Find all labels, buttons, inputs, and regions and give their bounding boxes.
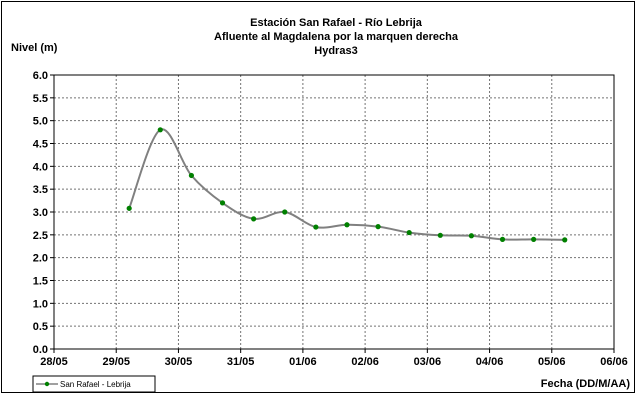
legend-box: [32, 375, 156, 393]
legend: San Rafael - Lebrija: [32, 375, 156, 393]
x-tick-label: 29/05: [102, 356, 130, 368]
y-tick-label: 0.0: [33, 344, 48, 356]
data-point: [157, 127, 163, 133]
y-tick-label: 3.5: [33, 184, 48, 196]
x-tick-label: 31/05: [227, 356, 255, 368]
x-tick-label: 03/06: [414, 356, 442, 368]
y-tick-label: 4.5: [33, 139, 48, 151]
x-tick-label: 06/06: [600, 356, 628, 368]
legend-swatch-marker: [44, 381, 50, 387]
x-tick-label: 05/06: [538, 356, 566, 368]
y-axis-label: Nivel (m): [11, 42, 58, 54]
data-point: [562, 237, 568, 243]
y-tick-label: 5.0: [33, 116, 48, 128]
data-point: [188, 172, 195, 179]
data-point: [406, 229, 412, 236]
data-point: [531, 236, 537, 242]
legend-label: San Rafael - Lebrija: [60, 380, 131, 389]
data-point: [437, 232, 443, 238]
x-tick-label: 28/05: [40, 356, 68, 368]
x-tick-label: 30/05: [165, 356, 193, 368]
grid: [54, 74, 615, 349]
y-tick-label: 1.5: [33, 276, 48, 288]
y-tick-label: 2.0: [33, 253, 48, 265]
x-tick-label: 01/06: [289, 356, 317, 368]
data-point: [499, 236, 506, 242]
data-point: [282, 209, 288, 215]
y-tick-label: 6.0: [33, 70, 48, 82]
data-point: [468, 233, 475, 239]
data-point: [251, 216, 257, 222]
data-point: [344, 222, 350, 228]
y-tick-label: 5.5: [33, 93, 48, 105]
chart-title: Estación San Rafael - Río Lebrija Afluen…: [214, 17, 459, 57]
x-axis-label: Fecha (DD/M/AA): [541, 378, 631, 390]
x-tick-label: 04/06: [476, 356, 504, 368]
data-point: [219, 200, 226, 206]
y-axis-ticks: 0.0 0.5 1.0 1.5 2.0 2.5 3.0 3.5 4.0 4.5 5.0 5.5 6.0: [33, 70, 54, 356]
chart-title-line-3: Hydras3: [314, 45, 357, 57]
data-point: [313, 224, 319, 230]
chart-title-line-1: Estación San Rafael - Río Lebrija: [250, 17, 423, 29]
data-point: [375, 224, 381, 230]
y-tick-label: 3.0: [33, 207, 48, 219]
x-tick-label: 02/06: [351, 356, 379, 368]
y-tick-label: 0.5: [33, 321, 48, 333]
series-san-rafael: [126, 127, 568, 243]
y-tick-label: 2.5: [33, 230, 48, 242]
y-tick-label: 1.0: [33, 298, 48, 310]
y-tick-label: 4.0: [33, 161, 48, 173]
plot-area: [53, 74, 615, 350]
data-point: [126, 205, 132, 211]
chart-title-line-2: Afluente al Magdalena por la marquen der…: [214, 31, 459, 43]
x-axis-ticks: 28/05 29/05 30/05 31/05 01/06 02/06 03/06 04/06…: [40, 349, 628, 368]
